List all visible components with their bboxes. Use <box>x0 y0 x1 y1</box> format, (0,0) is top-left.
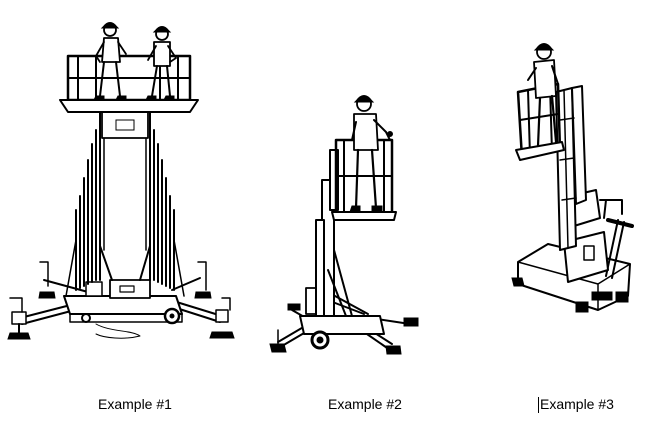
caption-example-1: Example #1 <box>98 396 172 412</box>
worker-right <box>145 26 177 101</box>
single-mast-personnel-lift-icon <box>269 95 419 355</box>
caption-example-3: Example #3 <box>540 396 614 412</box>
lift-mast <box>315 149 353 317</box>
lift-platform <box>331 138 397 221</box>
text-cursor <box>538 397 539 413</box>
example-1-figure <box>0 0 250 380</box>
caption-example-2: Example #2 <box>328 396 402 412</box>
outrigger-right <box>169 261 235 339</box>
lift-base <box>299 287 385 350</box>
push-around-vertical-lift-icon <box>511 43 634 313</box>
two-person-mast-lift-icon <box>7 22 235 340</box>
worker-left <box>93 22 127 101</box>
worker <box>349 95 393 213</box>
lift-base <box>63 279 183 339</box>
worker <box>527 43 559 148</box>
lift-mast <box>65 111 185 297</box>
lift-mast <box>555 85 587 251</box>
example-2-figure <box>260 0 430 380</box>
lift-platform <box>59 54 199 113</box>
example-3-figure <box>500 0 660 380</box>
